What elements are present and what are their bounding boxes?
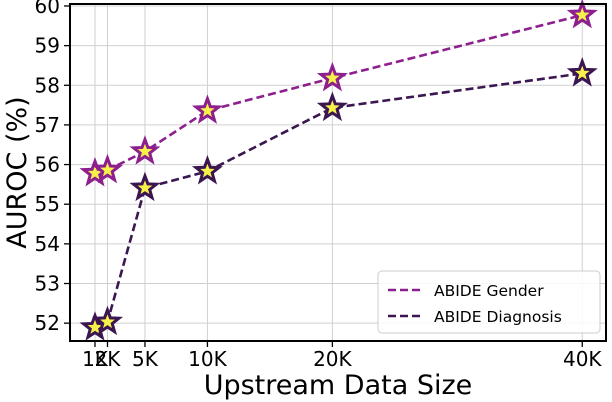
series-lines <box>94 13 583 329</box>
y-tick-label: 52 <box>35 311 60 335</box>
y-tick-label: 60 <box>35 0 60 18</box>
data-point-abide-gender <box>566 0 598 29</box>
data-point-abide-gender <box>191 94 223 124</box>
data-point-abide-diagnosis <box>316 91 348 122</box>
series-line-abide-diagnosis <box>94 72 583 329</box>
data-point-abide-diagnosis <box>129 171 161 202</box>
legend: ABIDE Gender ABIDE Diagnosis <box>377 270 601 334</box>
x-tick-label: 2K <box>95 347 122 371</box>
y-tick-label: 54 <box>35 232 60 256</box>
x-tick-label: 40K <box>563 347 602 371</box>
y-axis-ticks: 52 53 54 55 56 57 58 59 60 <box>35 0 70 335</box>
series-markers <box>79 0 598 341</box>
y-tick-label: 59 <box>35 34 60 58</box>
y-tick-label: 56 <box>35 153 60 177</box>
legend-label-abide-gender: ABIDE Gender <box>434 282 544 300</box>
x-tick-label: 20K <box>313 347 352 371</box>
data-point-abide-diagnosis <box>91 305 124 336</box>
data-point-abide-gender <box>91 153 124 184</box>
y-axis-label: AUROC (%) <box>2 96 33 248</box>
legend-box <box>377 270 601 334</box>
data-point-abide-gender <box>316 61 348 92</box>
series-line-abide-gender <box>94 13 583 175</box>
y-tick-label: 57 <box>35 113 60 137</box>
x-tick-label: 1K <box>82 347 109 371</box>
data-point-abide-diagnosis <box>191 154 223 185</box>
x-tick-label: 10K <box>188 347 227 371</box>
data-point-abide-gender <box>129 135 161 165</box>
data-point-abide-diagnosis <box>566 57 598 87</box>
y-tick-label: 58 <box>35 73 60 97</box>
y-tick-label: 53 <box>35 272 60 296</box>
x-axis-label: Upstream Data Size <box>204 370 473 401</box>
x-tick-label: 5K <box>132 347 159 371</box>
y-tick-label: 55 <box>35 192 60 216</box>
legend-label-abide-diagnosis: ABIDE Diagnosis <box>434 308 562 326</box>
plot-frame <box>69 3 607 342</box>
